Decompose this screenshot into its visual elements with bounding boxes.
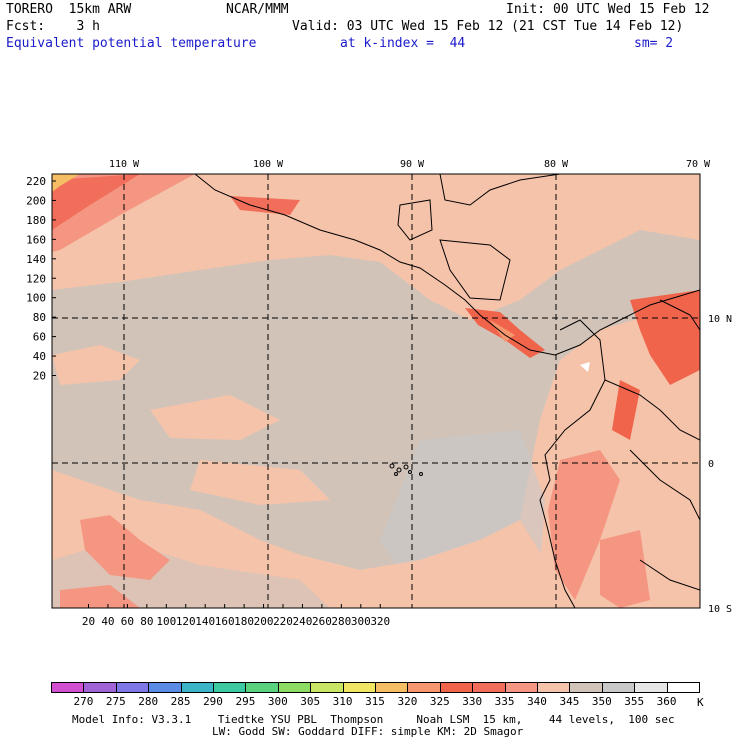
- x-tick-label: 140: [195, 615, 215, 628]
- colorbar-label: 320: [397, 695, 418, 708]
- lon-label: 110 W: [109, 159, 140, 170]
- colorbar-swatch: [407, 682, 441, 693]
- x-tick-label: 60: [121, 615, 134, 628]
- latitude-labels: 10 N 0 10 S: [708, 314, 732, 615]
- x-tick-label: 80: [140, 615, 153, 628]
- colorbar-label: 315: [365, 695, 385, 708]
- y-tick-label: 180: [26, 214, 46, 227]
- coastlines: [194, 174, 700, 608]
- x-tick-label: 200: [254, 615, 274, 628]
- colorbar-label: 270: [73, 695, 94, 708]
- lon-label: 100 W: [253, 159, 284, 170]
- colorbar-label: 360: [656, 695, 677, 708]
- colorbar-swatch: [83, 682, 117, 693]
- colorbar-label: 290: [203, 695, 223, 708]
- y-tick-label: 20: [33, 370, 46, 383]
- y-tick-label: 220: [26, 175, 46, 188]
- colorbar-label: 300: [267, 695, 288, 708]
- valid-time: Valid: 03 UTC Wed 15 Feb 12 (21 CST Tue …: [292, 19, 684, 34]
- colorbar-swatch: [666, 682, 700, 693]
- y-axis-ticks: 220 200 180 160 140 120 100 80 60 40 20: [26, 175, 56, 383]
- colorbar-swatch: [375, 682, 409, 693]
- colorbar-swatch: [213, 682, 247, 693]
- x-tick-label: 40: [101, 615, 114, 628]
- colorbar-swatch: [245, 682, 279, 693]
- model-name: TORERO 15km ARW: [6, 2, 132, 17]
- colorbar-unit: K: [697, 696, 704, 709]
- galapagos-islands: [389, 463, 423, 476]
- organization: NCAR/MMM: [226, 2, 289, 17]
- forecast-hour: Fcst: 3 h: [6, 19, 100, 34]
- x-tick-label: 180: [234, 615, 254, 628]
- x-axis-ticks: 20 40 60 80 100 120 140 160 180 200 220 240 260 280 30…: [82, 604, 390, 628]
- theta-e-field: [52, 174, 700, 608]
- lat-label: 0: [708, 459, 714, 470]
- lat-label: 10 S: [708, 604, 732, 615]
- field-name: Equivalent potential temperature: [6, 36, 257, 51]
- colorbar-label: 345: [559, 695, 580, 708]
- y-tick-label: 200: [26, 194, 46, 207]
- colorbar-label: 310: [332, 695, 353, 708]
- x-tick-label: 20: [82, 615, 95, 628]
- colorbar-swatch: [180, 682, 214, 693]
- y-tick-label: 160: [26, 233, 46, 246]
- level-label: at k-index = 44: [340, 36, 466, 51]
- colorbar-label: 340: [527, 695, 547, 708]
- x-tick-label: 160: [215, 615, 235, 628]
- x-tick-label: 300: [351, 615, 371, 628]
- physics-info: LW: Godd SW: Goddard DIFF: simple KM: 2D…: [212, 725, 524, 738]
- x-tick-label: 320: [370, 615, 390, 628]
- map-frame: [51, 173, 701, 609]
- colorbar-swatch: [342, 682, 376, 693]
- colorbar-swatch: [277, 682, 312, 693]
- colorbar-label: 305: [300, 695, 321, 708]
- colorbar-label: 285: [170, 695, 191, 708]
- colorbar-label: 330: [462, 695, 483, 708]
- colorbar-label: 275: [105, 695, 126, 708]
- colorbar-swatch: [115, 682, 150, 693]
- lat-lon-grid: [52, 174, 700, 608]
- x-tick-label: 100: [156, 615, 176, 628]
- y-tick-label: 80: [33, 311, 46, 324]
- model-info: Model Info: V3.3.1 Tiedtke YSU PBL Thomp…: [72, 713, 675, 726]
- colorbar-label: 325: [429, 695, 450, 708]
- colorbar-swatch: [439, 682, 474, 693]
- init-time: Init: 00 UTC Wed 15 Feb 12: [506, 2, 710, 17]
- y-tick-label: 100: [26, 292, 46, 305]
- colorbar-swatch: [310, 682, 344, 693]
- lat-label: 10 N: [708, 314, 732, 325]
- colorbar-swatch: [504, 682, 538, 693]
- y-tick-label: 40: [33, 350, 46, 363]
- colorbar-label: 350: [591, 695, 612, 708]
- lon-label: 90 W: [400, 159, 425, 170]
- x-tick-label: 240: [293, 615, 313, 628]
- x-tick-label: 280: [331, 615, 351, 628]
- y-tick-label: 120: [26, 272, 46, 285]
- x-tick-label: 260: [312, 615, 332, 628]
- smoothing-label: sm= 2: [634, 36, 674, 51]
- colorbar-label: 280: [138, 695, 159, 708]
- colorbar-swatch: [537, 682, 571, 693]
- x-tick-label: 120: [176, 615, 196, 628]
- colorbar-swatch: [148, 682, 182, 693]
- y-tick-label: 60: [33, 331, 46, 344]
- colorbar-swatch: [634, 682, 668, 693]
- longitude-labels: 110 W 100 W 90 W 80 W 70 W: [109, 159, 711, 170]
- colorbar-swatch: [569, 682, 603, 693]
- lon-label: 70 W: [686, 159, 711, 170]
- x-tick-label: 220: [273, 615, 293, 628]
- colorbar-swatch: [601, 682, 636, 693]
- colorbar-label: 335: [494, 695, 515, 708]
- colorbar-label: 355: [624, 695, 645, 708]
- colorbar-swatch: [51, 682, 85, 693]
- colorbar-label: 295: [235, 695, 256, 708]
- lon-label: 80 W: [544, 159, 569, 170]
- y-tick-label: 140: [26, 253, 46, 266]
- colorbar-swatch: [472, 682, 506, 693]
